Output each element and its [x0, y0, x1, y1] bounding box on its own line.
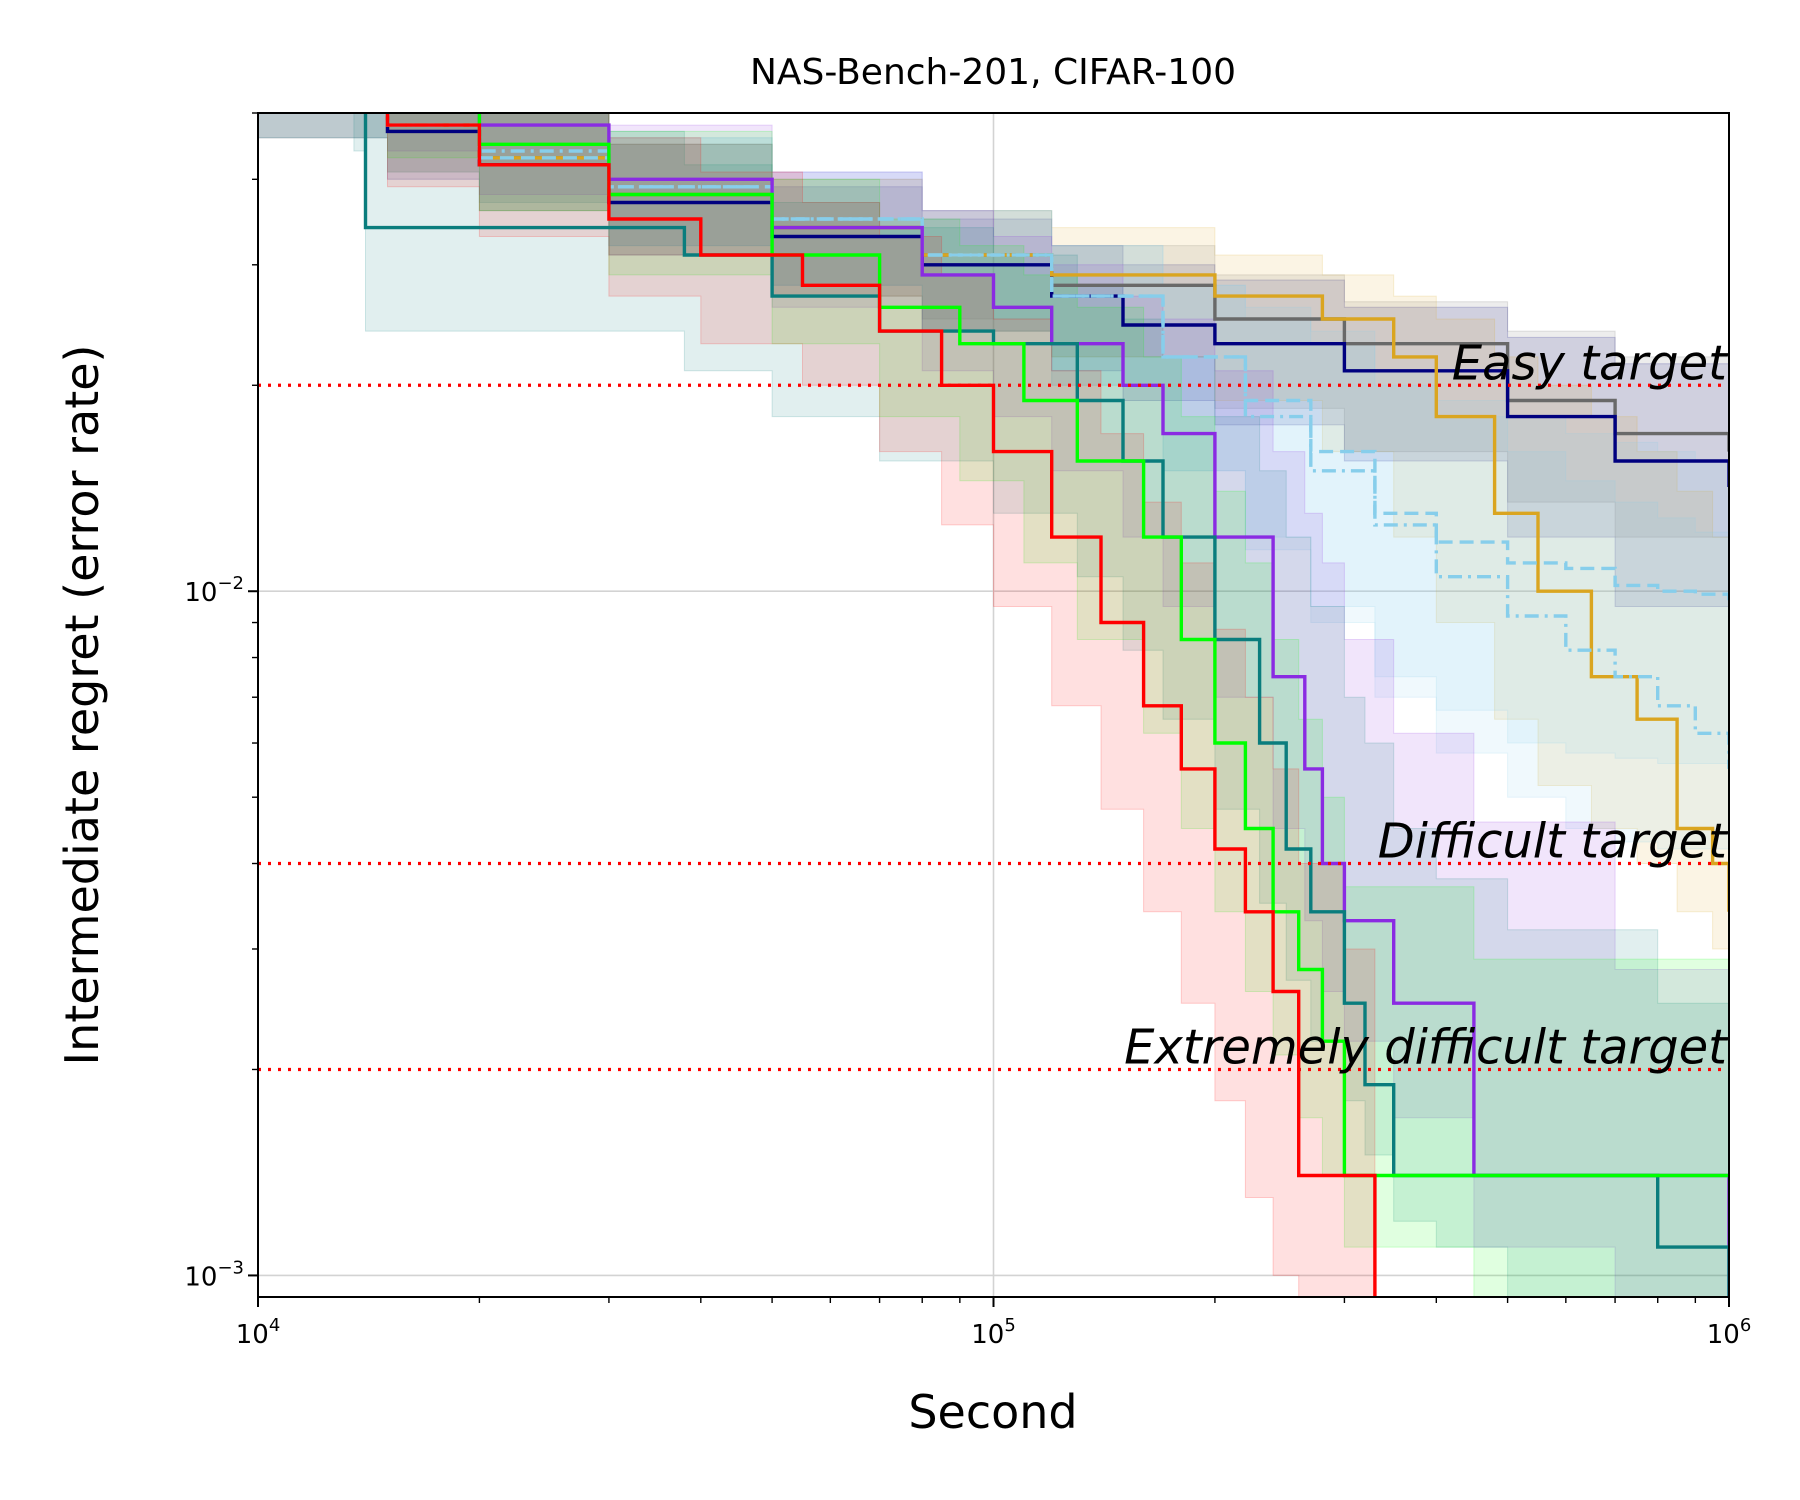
x-tick-label: 105	[971, 1315, 1016, 1350]
targets: Easy target Difficult target Extremely dif…	[258, 335, 1729, 1075]
target-label: Extremely difficult target	[1124, 1019, 1729, 1075]
x-tick-label: 106	[1707, 1315, 1752, 1350]
band-blueviolet	[258, 113, 1729, 1297]
chart-title: NAS-Bench-201, CIFAR-100	[750, 52, 1236, 93]
band-goldenrod	[258, 113, 1729, 970]
target-label: Easy target	[1452, 335, 1729, 391]
series-lines	[363, 113, 1729, 1297]
y-axis-label: Intermediate regret (error rate)	[55, 345, 109, 1066]
grid	[258, 113, 1729, 1297]
x-tick-label: 104	[236, 1315, 281, 1350]
axis-ticks: 104 105 106 10−3 10−2	[184, 112, 1752, 1350]
y-tick-label: 10−2	[184, 573, 244, 608]
line-red	[385, 113, 1377, 1297]
x-axis-label: Second	[908, 1385, 1077, 1439]
band-lime	[258, 113, 1729, 1297]
line-teal	[363, 113, 1729, 1297]
y-tick-label: 10−3	[184, 1257, 244, 1292]
band-teal	[258, 113, 1729, 1297]
target-label: Difficult target	[1378, 814, 1729, 870]
